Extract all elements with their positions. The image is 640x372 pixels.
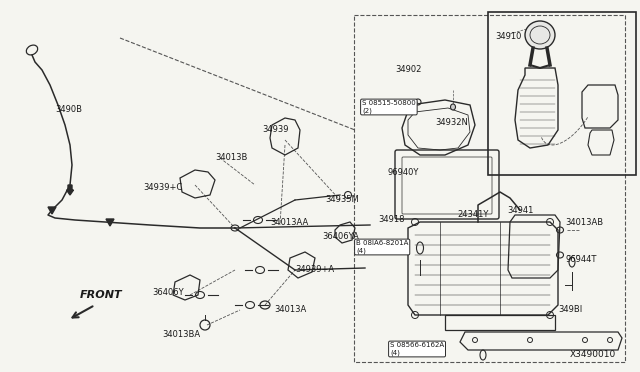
Text: 96944T: 96944T	[565, 255, 596, 264]
Text: 96940Y: 96940Y	[388, 168, 419, 177]
Text: 34939+A: 34939+A	[295, 265, 334, 274]
Text: 34939+C: 34939+C	[143, 183, 182, 192]
Text: 34932N: 34932N	[435, 118, 468, 127]
FancyArrow shape	[67, 185, 74, 195]
Text: S 08566-6162A
(4): S 08566-6162A (4)	[390, 342, 444, 356]
Text: 34013B: 34013B	[215, 153, 248, 162]
Ellipse shape	[525, 21, 555, 49]
Text: 34935M: 34935M	[325, 195, 359, 204]
Text: 34013A: 34013A	[274, 305, 307, 314]
Text: 3490B: 3490B	[55, 105, 82, 114]
Text: 34941: 34941	[507, 206, 533, 215]
Text: 349BI: 349BI	[558, 305, 582, 314]
Text: 36406Y: 36406Y	[152, 288, 184, 297]
Text: 34902: 34902	[395, 65, 421, 74]
Text: 34918: 34918	[378, 215, 404, 224]
Text: 24341Y: 24341Y	[457, 210, 488, 219]
Text: 34013BA: 34013BA	[162, 330, 200, 339]
Text: 34939: 34939	[262, 125, 289, 134]
Text: S 08515-50800
(2): S 08515-50800 (2)	[362, 100, 416, 113]
Text: FRONT: FRONT	[80, 290, 123, 300]
Text: 36406YA: 36406YA	[322, 232, 359, 241]
Ellipse shape	[451, 104, 456, 110]
Text: B 08IA6-8201A
(4): B 08IA6-8201A (4)	[356, 240, 408, 253]
Polygon shape	[106, 219, 114, 226]
Text: 34013AA: 34013AA	[270, 218, 308, 227]
Text: X3490010: X3490010	[570, 350, 616, 359]
Polygon shape	[48, 207, 56, 214]
Text: 34013AB: 34013AB	[565, 218, 603, 227]
Text: 34910: 34910	[495, 32, 522, 41]
